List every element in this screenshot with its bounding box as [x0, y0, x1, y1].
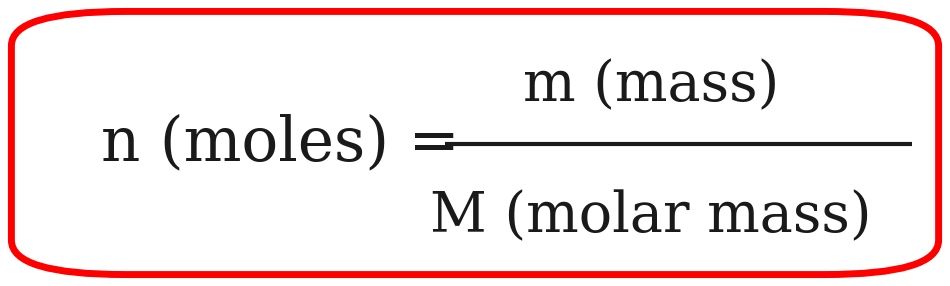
FancyBboxPatch shape — [11, 11, 939, 275]
Text: m (mass): m (mass) — [522, 58, 779, 113]
Text: n (moles) =: n (moles) = — [101, 113, 460, 173]
Text: M (molar mass): M (molar mass) — [430, 190, 871, 245]
